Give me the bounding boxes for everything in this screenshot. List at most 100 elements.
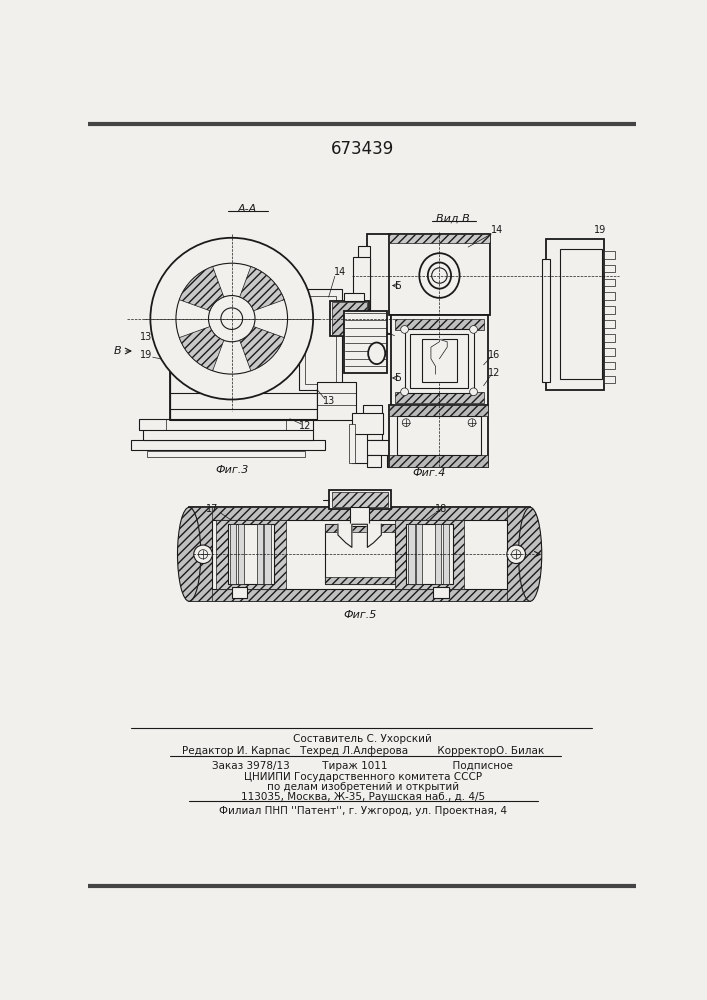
Text: 113035, Москва, Ж-35, Раушская наб., д. 4/5: 113035, Москва, Ж-35, Раушская наб., д. …	[240, 792, 485, 802]
Bar	[368, 234, 391, 334]
Bar	[189, 507, 530, 520]
Circle shape	[432, 268, 448, 283]
Text: 17: 17	[206, 504, 218, 514]
Circle shape	[221, 308, 243, 329]
Text: ЦНИИПИ Государственного комитета СССР: ЦНИИПИ Государственного комитета СССР	[244, 772, 481, 782]
Ellipse shape	[368, 343, 385, 364]
Text: 18: 18	[435, 504, 447, 514]
Bar	[604, 306, 615, 314]
Circle shape	[402, 419, 410, 426]
Circle shape	[176, 263, 288, 374]
Circle shape	[468, 419, 476, 426]
Text: 15: 15	[354, 501, 366, 511]
Bar	[363, 405, 382, 440]
Bar	[139, 419, 313, 430]
Bar	[435, 524, 441, 584]
Circle shape	[209, 296, 255, 342]
Bar	[604, 348, 615, 356]
Bar	[395, 319, 484, 330]
Bar	[230, 524, 236, 584]
Bar	[363, 440, 405, 455]
Text: 16: 16	[489, 350, 501, 360]
Bar	[391, 315, 488, 407]
Bar	[146, 451, 305, 457]
Bar	[317, 382, 356, 420]
Bar	[389, 234, 490, 243]
Text: 19: 19	[594, 225, 606, 235]
Text: Фиг.5: Фиг.5	[343, 610, 376, 620]
Text: 12: 12	[489, 368, 501, 378]
Bar	[387, 455, 401, 466]
Bar	[325, 524, 395, 532]
Text: А-А: А-А	[238, 204, 257, 214]
Bar	[409, 524, 414, 584]
Bar	[559, 249, 602, 379]
Bar	[546, 239, 604, 389]
Bar	[433, 587, 449, 598]
Bar	[232, 587, 247, 598]
Bar	[368, 455, 381, 466]
Bar	[404, 329, 474, 393]
Wedge shape	[240, 267, 284, 311]
Bar	[299, 289, 341, 389]
Text: 18: 18	[357, 338, 370, 348]
Bar	[604, 376, 615, 383]
Bar	[330, 301, 369, 336]
Text: Фиг.4: Фиг.4	[413, 468, 446, 478]
Bar	[344, 293, 363, 301]
Text: Вид В: Вид В	[436, 214, 469, 224]
Text: 14: 14	[334, 267, 346, 277]
Bar	[443, 524, 449, 584]
Text: Б: Б	[395, 373, 402, 383]
Bar	[604, 265, 615, 272]
Bar	[189, 507, 530, 601]
Bar	[389, 455, 489, 466]
Circle shape	[194, 545, 212, 564]
Circle shape	[199, 550, 208, 559]
Text: Составитель С. Ухорский: Составитель С. Ухорский	[293, 734, 432, 744]
Bar	[358, 246, 370, 323]
Circle shape	[401, 326, 409, 333]
Polygon shape	[338, 524, 381, 547]
Bar	[421, 339, 457, 382]
Text: Б-Б: Б-Б	[334, 492, 354, 502]
Circle shape	[401, 388, 409, 396]
Circle shape	[469, 388, 477, 396]
Circle shape	[469, 326, 477, 333]
Bar	[228, 524, 274, 584]
Bar	[542, 259, 549, 382]
Bar	[257, 524, 263, 584]
Bar	[170, 359, 317, 420]
Bar	[395, 392, 484, 403]
Text: Филиал ПНП ''Патент'', г. Ужгород, ул. Проектная, 4: Филиал ПНП ''Патент'', г. Ужгород, ул. П…	[218, 806, 507, 816]
Bar	[264, 524, 271, 584]
Polygon shape	[431, 339, 448, 374]
Bar	[604, 334, 615, 342]
Bar	[332, 492, 387, 507]
Bar	[325, 577, 395, 584]
Ellipse shape	[518, 507, 542, 601]
Bar	[189, 589, 530, 601]
Bar	[410, 334, 468, 388]
Ellipse shape	[428, 262, 451, 289]
Circle shape	[151, 238, 313, 400]
Wedge shape	[240, 327, 284, 371]
Bar	[351, 507, 369, 526]
Bar	[389, 405, 489, 416]
Bar	[332, 302, 368, 335]
Bar	[507, 507, 530, 601]
Bar	[353, 257, 370, 309]
Bar	[212, 520, 507, 589]
Bar	[604, 292, 615, 300]
Text: 673439: 673439	[331, 140, 395, 158]
Text: 15: 15	[369, 321, 381, 331]
Bar	[131, 440, 325, 450]
Text: Заказ 3978/13          Тираж 1011                    Подписное: Заказ 3978/13 Тираж 1011 Подписное	[212, 761, 513, 771]
Ellipse shape	[177, 507, 201, 601]
Bar	[216, 520, 286, 589]
Bar	[406, 524, 452, 584]
Circle shape	[507, 545, 525, 564]
Text: 19: 19	[139, 350, 152, 360]
Bar	[604, 362, 615, 369]
Bar	[305, 296, 337, 384]
